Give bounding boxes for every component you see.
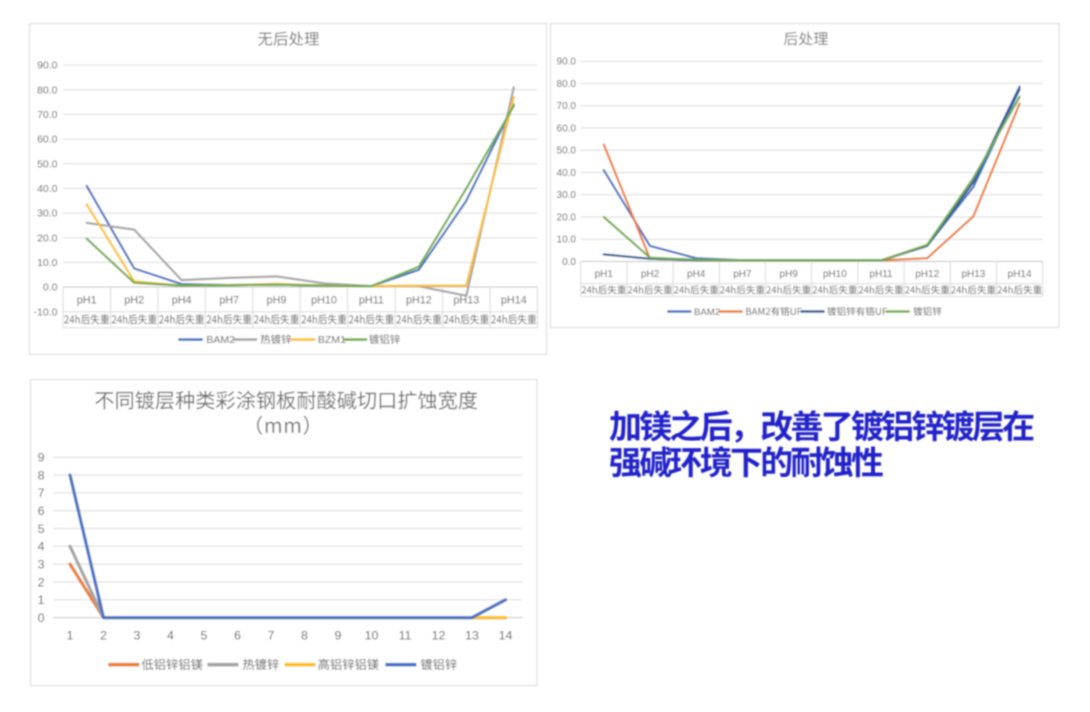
svg-text:pH4: pH4 xyxy=(687,269,706,280)
svg-text:7: 7 xyxy=(38,486,45,500)
svg-text:pH14: pH14 xyxy=(501,294,527,306)
svg-text:70.0: 70.0 xyxy=(557,101,577,112)
svg-text:20.0: 20.0 xyxy=(37,232,58,244)
svg-text:pH11: pH11 xyxy=(869,269,893,280)
svg-text:9: 9 xyxy=(335,629,342,643)
svg-text:80.0: 80.0 xyxy=(37,84,58,96)
svg-text:pH11: pH11 xyxy=(359,294,384,306)
svg-text:80.0: 80.0 xyxy=(557,79,577,90)
svg-text:60.0: 60.0 xyxy=(37,134,58,146)
svg-text:0.0: 0.0 xyxy=(562,257,576,268)
svg-text:0: 0 xyxy=(38,611,45,625)
svg-text:13: 13 xyxy=(465,629,479,643)
svg-text:pH14: pH14 xyxy=(1008,269,1032,280)
svg-text:5: 5 xyxy=(38,522,45,536)
svg-text:pH12: pH12 xyxy=(406,294,432,306)
svg-text:BAM2: BAM2 xyxy=(206,334,235,346)
svg-text:1: 1 xyxy=(38,593,45,607)
svg-text:pH9: pH9 xyxy=(267,294,287,306)
svg-text:9: 9 xyxy=(38,451,45,465)
svg-text:10: 10 xyxy=(365,629,379,643)
svg-text:2: 2 xyxy=(100,629,107,643)
svg-text:pH7: pH7 xyxy=(733,269,752,280)
svg-text:3: 3 xyxy=(134,629,141,643)
svg-text:pH4: pH4 xyxy=(172,294,192,306)
svg-text:60.0: 60.0 xyxy=(557,123,577,134)
svg-text:8: 8 xyxy=(301,629,308,643)
svg-text:pH10: pH10 xyxy=(311,294,337,306)
svg-text:30.0: 30.0 xyxy=(557,190,577,201)
svg-text:pH2: pH2 xyxy=(641,269,660,280)
svg-text:7: 7 xyxy=(268,629,275,643)
svg-text:90.0: 90.0 xyxy=(557,57,577,68)
svg-text:pH12: pH12 xyxy=(915,269,939,280)
svg-text:BZM1: BZM1 xyxy=(318,334,346,346)
svg-text:0.0: 0.0 xyxy=(43,282,58,294)
svg-text:10.0: 10.0 xyxy=(37,257,58,269)
svg-text:pH1: pH1 xyxy=(595,269,614,280)
svg-text:4: 4 xyxy=(38,540,45,554)
svg-text:pH10: pH10 xyxy=(823,269,847,280)
svg-text:40.0: 40.0 xyxy=(557,168,577,179)
svg-text:pH7: pH7 xyxy=(219,294,239,306)
svg-text:10.0: 10.0 xyxy=(557,235,577,246)
svg-text:-10.0: -10.0 xyxy=(34,306,58,318)
svg-text:70.0: 70.0 xyxy=(37,109,58,121)
svg-text:pH13: pH13 xyxy=(453,294,479,306)
svg-text:14: 14 xyxy=(499,629,513,643)
svg-text:BAM2: BAM2 xyxy=(694,307,720,318)
svg-text:90.0: 90.0 xyxy=(37,60,58,72)
svg-text:50.0: 50.0 xyxy=(37,158,58,170)
svg-text:pH1: pH1 xyxy=(77,294,97,306)
svg-text:5: 5 xyxy=(201,629,208,643)
svg-text:2: 2 xyxy=(38,575,45,589)
svg-text:1: 1 xyxy=(67,629,74,643)
svg-text:30.0: 30.0 xyxy=(37,208,58,220)
svg-text:50.0: 50.0 xyxy=(557,146,577,157)
svg-text:8: 8 xyxy=(38,468,45,482)
svg-text:40.0: 40.0 xyxy=(37,183,58,195)
svg-text:pH2: pH2 xyxy=(124,294,144,306)
svg-text:6: 6 xyxy=(38,504,45,518)
svg-text:pH9: pH9 xyxy=(779,269,798,280)
svg-text:6: 6 xyxy=(234,629,241,643)
svg-text:11: 11 xyxy=(399,629,412,643)
svg-text:4: 4 xyxy=(167,629,174,643)
svg-text:20.0: 20.0 xyxy=(557,212,577,223)
svg-text:3: 3 xyxy=(38,557,45,571)
svg-text:12: 12 xyxy=(432,629,446,643)
svg-text:pH13: pH13 xyxy=(961,269,985,280)
